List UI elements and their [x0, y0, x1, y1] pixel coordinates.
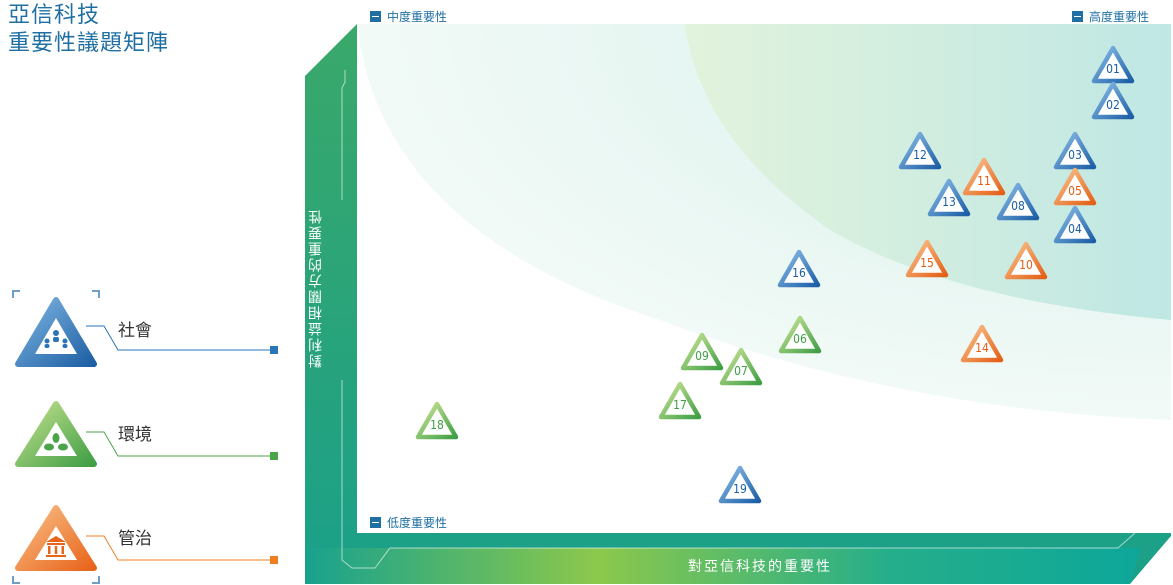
y-axis-label: 對利益相關方的重要性 — [308, 208, 324, 368]
legend-label-social: 社會 — [118, 321, 152, 341]
topic-triangle — [898, 131, 942, 170]
topic-triangle — [658, 381, 702, 420]
topic-triangle — [905, 239, 949, 278]
topic-number: 03 — [1068, 148, 1082, 162]
legend-governance-graphic — [15, 505, 278, 571]
title-line-2: 重要性議題矩陣 — [8, 31, 170, 56]
topic-triangle — [415, 401, 459, 440]
topic-number: 02 — [1106, 98, 1120, 112]
topic-marker-05: 05 — [1053, 167, 1097, 206]
topic-marker-15: 15 — [905, 239, 949, 278]
topic-marker-16: 16 — [777, 249, 821, 288]
region-high-tag: 高度重要性 — [1072, 8, 1149, 25]
topic-marker-19: 19 — [718, 465, 762, 504]
page-title: 亞信科技 重要性議題矩陣 — [8, 2, 169, 58]
topic-number: 12 — [913, 148, 927, 162]
leaf-icon — [44, 433, 68, 451]
topic-triangle — [718, 465, 762, 504]
legend-bracket-top-right — [92, 290, 100, 298]
topic-number: 06 — [793, 332, 807, 346]
matrix-frame-bottom — [305, 548, 1140, 584]
collapse-square-icon — [1072, 11, 1083, 22]
topic-triangle — [996, 182, 1040, 221]
topic-triangle — [680, 332, 724, 371]
topic-triangle — [1053, 131, 1097, 170]
matrix-frame-inner-line — [341, 70, 1136, 569]
people-icon — [44, 330, 68, 348]
topic-marker-06: 06 — [778, 315, 822, 354]
legend-label-governance: 管治 — [118, 529, 152, 549]
legend-label-environment: 環境 — [118, 425, 152, 445]
topic-triangle — [960, 324, 1004, 363]
topic-marker-11: 11 — [962, 157, 1006, 196]
topic-number: 09 — [695, 349, 709, 363]
topic-marker-02: 02 — [1091, 81, 1135, 120]
topic-number: 01 — [1106, 62, 1120, 76]
topic-number: 05 — [1068, 184, 1082, 198]
topic-marker-10: 10 — [1004, 241, 1048, 280]
legend-item-governance: 管治 — [14, 504, 284, 578]
region-high-label: 高度重要性 — [1089, 10, 1150, 24]
topic-marker-03: 03 — [1053, 131, 1097, 170]
topic-number: 08 — [1011, 199, 1025, 213]
topic-marker-13: 13 — [927, 178, 971, 217]
region-low-label: 低度重要性 — [387, 516, 448, 530]
legend-bracket-top-left — [12, 290, 20, 298]
topic-number: 19 — [733, 482, 747, 496]
topic-number: 15 — [920, 256, 934, 270]
legend-environment-graphic — [15, 401, 278, 467]
topic-triangle — [1053, 205, 1097, 244]
topic-number: 14 — [975, 341, 989, 355]
topic-triangle — [777, 249, 821, 288]
topic-marker-01: 01 — [1091, 45, 1135, 84]
topic-triangle — [1091, 81, 1135, 120]
topic-triangle — [1004, 241, 1048, 280]
title-line-1: 亞信科技 — [8, 3, 101, 28]
topic-number: 07 — [734, 364, 748, 378]
topic-number: 10 — [1019, 258, 1033, 272]
topic-marker-04: 04 — [1053, 205, 1097, 244]
topic-number: 16 — [792, 266, 806, 280]
topic-marker-12: 12 — [898, 131, 942, 170]
topic-number: 18 — [430, 418, 444, 432]
collapse-square-icon — [370, 11, 381, 22]
topic-marker-08: 08 — [996, 182, 1040, 221]
topic-number: 17 — [673, 398, 687, 412]
legend-item-environment: 環境 — [14, 400, 284, 474]
topic-triangle — [927, 178, 971, 217]
region-medium-label: 中度重要性 — [387, 10, 448, 24]
topic-number: 04 — [1068, 222, 1082, 236]
topic-marker-09: 09 — [680, 332, 724, 371]
topic-marker-07: 07 — [719, 347, 763, 386]
building-icon — [46, 536, 66, 557]
topic-number: 11 — [977, 174, 991, 188]
topic-triangle — [719, 347, 763, 386]
legend-bracket-bottom-right — [92, 576, 100, 584]
topic-marker-18: 18 — [415, 401, 459, 440]
topic-triangle — [1091, 45, 1135, 84]
legend-item-social: 社會 — [14, 296, 284, 370]
topic-triangle — [962, 157, 1006, 196]
region-medium-tag: 中度重要性 — [370, 8, 447, 25]
topic-triangle — [1053, 167, 1097, 206]
topic-triangle — [778, 315, 822, 354]
zone-high — [685, 24, 1171, 320]
topic-marker-17: 17 — [658, 381, 702, 420]
collapse-square-icon — [370, 517, 381, 528]
topic-number: 13 — [942, 195, 956, 209]
x-axis-label: 對亞信科技的重要性 — [688, 559, 832, 575]
legend-social-graphic — [15, 297, 278, 367]
region-low-tag: 低度重要性 — [370, 514, 447, 531]
topic-marker-14: 14 — [960, 324, 1004, 363]
legend-bracket-bottom-left — [12, 576, 20, 584]
